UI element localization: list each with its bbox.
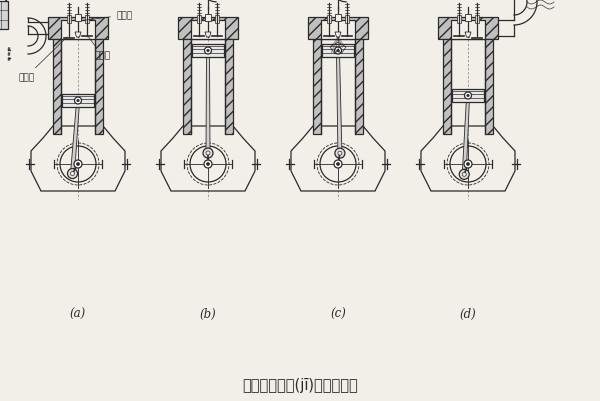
Bar (85, 16, 89, 24)
Circle shape (205, 48, 212, 55)
Bar (313, 40, 321, 135)
Bar (62, 95, 94, 108)
Bar (75, 15, 81, 22)
Bar (205, 15, 211, 22)
Polygon shape (337, 53, 342, 154)
Bar (465, 15, 471, 22)
Bar (485, 40, 493, 135)
Bar (322, 45, 354, 58)
Circle shape (464, 160, 472, 168)
Text: 排气门: 排气门 (89, 38, 110, 60)
Bar (438, 18, 498, 40)
Text: 进气门: 进气门 (18, 38, 67, 82)
Text: 四沖程柴油機(jī)的工作過程: 四沖程柴油機(jī)的工作過程 (242, 377, 358, 392)
Circle shape (74, 160, 82, 168)
Polygon shape (75, 33, 81, 38)
Bar (61, 21, 95, 40)
Bar (308, 18, 368, 40)
Circle shape (77, 100, 79, 102)
Bar (197, 16, 201, 24)
Text: (c): (c) (330, 307, 346, 320)
Polygon shape (465, 33, 471, 38)
Bar (225, 40, 233, 135)
Circle shape (206, 152, 210, 156)
Bar (53, 40, 61, 135)
Bar (457, 16, 461, 24)
Circle shape (71, 172, 74, 176)
Bar (191, 21, 225, 40)
Circle shape (335, 48, 341, 55)
Bar (475, 16, 479, 24)
Circle shape (337, 50, 339, 53)
Bar (452, 90, 484, 103)
Circle shape (68, 169, 77, 179)
Bar (321, 21, 355, 40)
Text: 喷油嘴: 喷油嘴 (82, 12, 132, 22)
Circle shape (337, 163, 340, 166)
Circle shape (335, 149, 345, 159)
Bar (48, 18, 108, 40)
Text: (a): (a) (70, 307, 86, 320)
Circle shape (462, 173, 466, 177)
Bar (355, 40, 363, 135)
Bar (192, 45, 224, 58)
Polygon shape (462, 98, 470, 175)
Bar (215, 16, 219, 24)
Circle shape (334, 160, 342, 168)
Polygon shape (335, 33, 341, 38)
Circle shape (467, 163, 470, 166)
Bar (345, 16, 349, 24)
Text: (d): (d) (460, 307, 476, 320)
Bar (451, 21, 485, 40)
Circle shape (464, 93, 472, 100)
Bar (178, 18, 238, 40)
Bar (95, 40, 103, 135)
Bar (183, 40, 191, 135)
Circle shape (77, 163, 80, 166)
Circle shape (459, 170, 469, 180)
Bar (335, 15, 341, 22)
Bar (443, 40, 451, 135)
Polygon shape (206, 53, 210, 154)
Bar (0, 2, 8, 30)
Bar (327, 16, 331, 24)
Circle shape (74, 98, 82, 105)
Circle shape (204, 160, 212, 168)
Text: (b): (b) (200, 307, 217, 320)
Polygon shape (205, 33, 211, 38)
Circle shape (206, 163, 209, 166)
Circle shape (338, 152, 342, 156)
Bar (67, 16, 71, 24)
Circle shape (203, 149, 213, 159)
Circle shape (207, 50, 209, 53)
Circle shape (467, 95, 469, 97)
Polygon shape (71, 103, 80, 174)
